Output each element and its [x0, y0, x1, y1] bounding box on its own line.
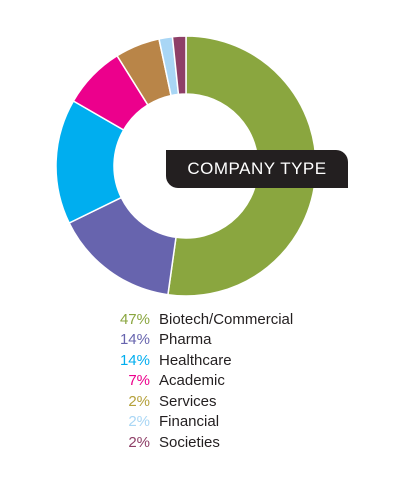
legend-label: Healthcare	[159, 351, 232, 369]
legend-percent: 7%	[128, 372, 150, 390]
legend-item-services: 2% Services	[100, 391, 360, 412]
center-label: COMPANY TYPE	[166, 150, 348, 188]
legend-item-financial: 2% Financial	[100, 412, 360, 433]
legend-item-academic: 7% Academic	[100, 371, 360, 392]
legend-label: Biotech/Commercial	[159, 310, 294, 328]
legend-label: Societies	[159, 433, 220, 451]
legend-percent: 14%	[119, 351, 150, 369]
legend-percent: 2%	[128, 392, 150, 410]
legend-label: Financial	[159, 413, 220, 431]
legend-label: Academic	[159, 372, 225, 390]
legend: 47% Biotech/Commercial 14% Pharma 14% Healthc…	[100, 309, 360, 453]
legend-percent: 2%	[128, 413, 150, 431]
slice-societies	[171, 35, 187, 96]
center-label-text: COMPANY TYPE	[187, 159, 327, 178]
donut-chart	[55, 35, 317, 297]
slice-biotech-commercial	[167, 35, 317, 297]
legend-percent: 14%	[119, 331, 150, 349]
legend-percent: 47%	[119, 310, 150, 328]
legend-label: Pharma	[159, 331, 212, 349]
legend-item-pharma: 14% Pharma	[100, 330, 360, 351]
legend-item-biotech-commercial: 47% Biotech/Commercial	[100, 309, 360, 330]
legend-item-healthcare: 14% Healthcare	[100, 350, 360, 371]
legend-label: Services	[159, 392, 217, 410]
legend-item-societies: 2% Societies	[100, 432, 360, 453]
legend-percent: 2%	[128, 433, 150, 451]
